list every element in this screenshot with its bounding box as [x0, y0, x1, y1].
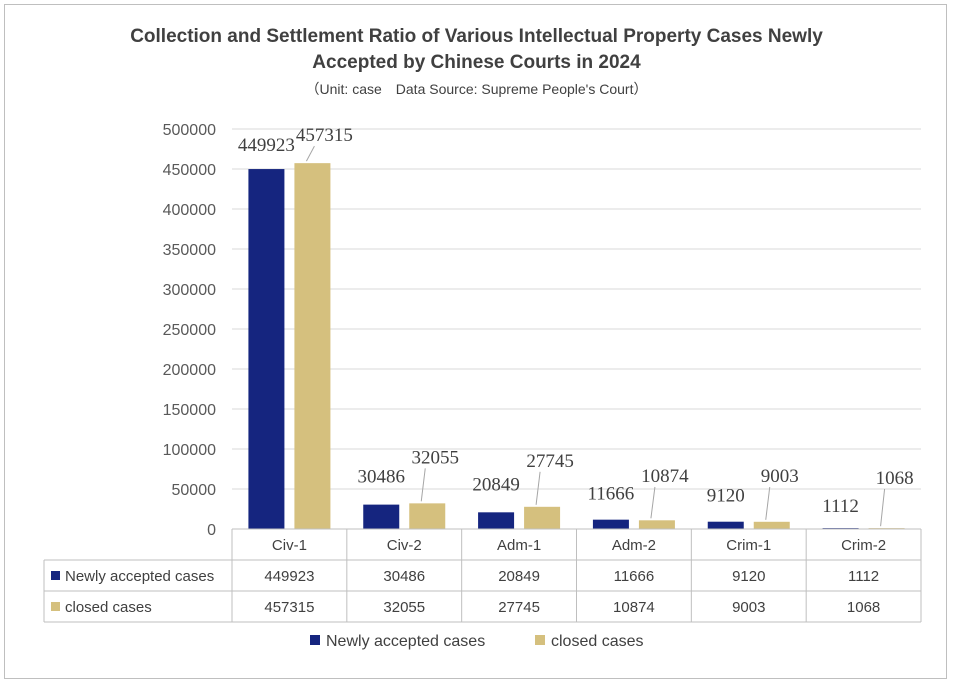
data-label-closed: 1068 [876, 468, 914, 489]
y-tick-label: 150000 [163, 402, 216, 419]
y-tick-label: 500000 [163, 122, 216, 139]
x-tick-label: Crim-2 [841, 537, 886, 554]
bar-closed [524, 506, 561, 529]
table-cell: 1068 [847, 599, 880, 616]
bar-newly-accepted [707, 521, 744, 529]
chart-title-line2: Accepted by Chinese Courts in 2024 [312, 52, 641, 73]
y-tick-label: 100000 [163, 442, 216, 459]
y-tick-label: 300000 [163, 282, 216, 299]
y-tick-label: 400000 [163, 202, 216, 219]
data-label-closed: 10874 [641, 466, 689, 487]
bar-newly-accepted [592, 519, 629, 529]
table-cell: 27745 [498, 599, 540, 616]
table-cell: 1112 [848, 568, 879, 585]
leader-line [880, 488, 886, 527]
bar-newly-accepted [363, 504, 400, 529]
table-cell: 9003 [732, 599, 765, 616]
table-cell: 457315 [264, 599, 314, 616]
x-tick-label: Civ-1 [272, 537, 307, 554]
table-legend-key [51, 571, 60, 580]
y-tick-label: 450000 [163, 162, 216, 179]
data-label-newly-accepted: 9120 [707, 486, 745, 507]
bar-closed [638, 520, 675, 529]
legend-label: closed cases [551, 633, 644, 650]
data-label-newly-accepted: 449923 [238, 135, 295, 156]
data-label-newly-accepted: 1112 [822, 496, 859, 517]
data-label-newly-accepted: 30486 [358, 467, 406, 488]
bar-newly-accepted [478, 512, 515, 529]
bar-closed [294, 163, 331, 529]
chart-title: Collection and Settlement Ratio of Vario… [0, 24, 953, 76]
y-tick-label: 250000 [163, 322, 216, 339]
x-tick-label: Crim-1 [726, 537, 771, 554]
leader-line [765, 486, 771, 520]
bar-closed [753, 521, 790, 529]
chart-frame [4, 4, 947, 679]
x-tick-label: Adm-1 [497, 537, 541, 554]
leader-line [420, 468, 426, 502]
data-label-closed: 27745 [526, 451, 574, 472]
y-tick-label: 200000 [163, 362, 216, 379]
chart-subtitle: （Unit: case Data Source: Supreme People'… [305, 81, 648, 97]
table-cell: 449923 [264, 568, 314, 585]
legend-label: Newly accepted cases [326, 633, 485, 650]
table-cell: 9120 [732, 568, 765, 585]
table-cell: 10874 [613, 599, 655, 616]
table-cell: 32055 [383, 599, 425, 616]
legend-key [310, 635, 320, 645]
x-tick-label: Civ-2 [387, 537, 422, 554]
data-label-closed: 32055 [412, 447, 460, 468]
bar-closed [409, 503, 446, 529]
table-cell: 20849 [498, 568, 540, 585]
leader-line [305, 145, 315, 162]
data-label-closed: 9003 [761, 466, 799, 487]
y-tick-label: 50000 [172, 482, 217, 499]
y-tick-label: 0 [207, 522, 216, 539]
data-label-newly-accepted: 11666 [588, 484, 635, 505]
table-row-label: closed cases [65, 599, 152, 616]
leader-line [650, 486, 656, 519]
leader-line [535, 471, 541, 505]
table-legend-key [51, 602, 60, 611]
bar-newly-accepted [248, 169, 285, 530]
data-label-newly-accepted: 20849 [472, 474, 520, 495]
data-label-closed: 457315 [296, 125, 353, 146]
table-cell: 30486 [383, 568, 425, 585]
y-tick-label: 350000 [163, 242, 216, 259]
x-tick-label: Adm-2 [612, 537, 656, 554]
table-cell: 11666 [614, 568, 655, 585]
legend-key [535, 635, 545, 645]
chart-title-line1: Collection and Settlement Ratio of Vario… [130, 26, 823, 47]
table-row-label: Newly accepted cases [65, 568, 214, 585]
